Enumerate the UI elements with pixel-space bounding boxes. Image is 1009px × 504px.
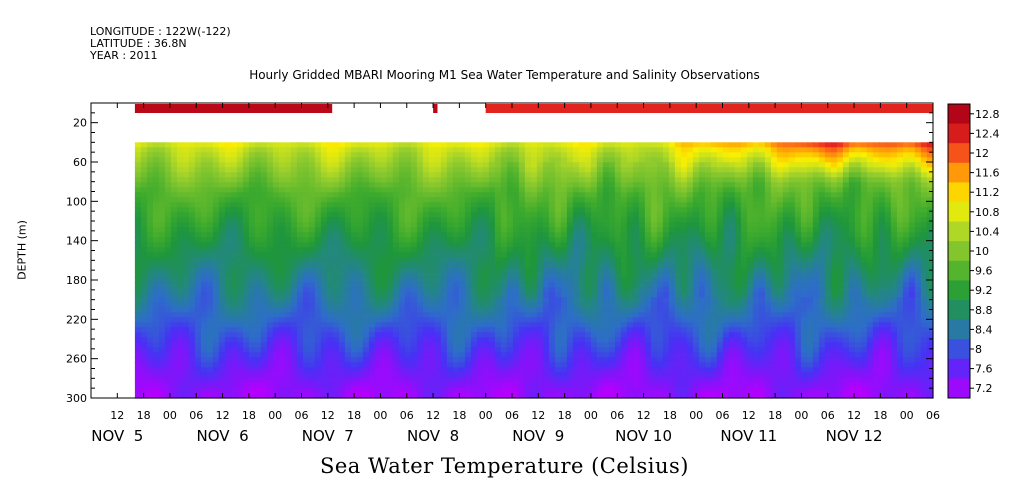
colorbar-swatch — [948, 319, 970, 340]
surface-temperature-band — [134, 104, 933, 113]
x-hour-label: 06 — [400, 409, 414, 422]
x-hour-label: 00 — [479, 409, 493, 422]
colorbar-label: 12.4 — [975, 127, 1000, 140]
colorbar-swatch — [948, 202, 970, 223]
temperature-field — [134, 142, 934, 399]
colorbar-label: 11.2 — [975, 186, 1000, 199]
x-hour-label: 12 — [426, 409, 440, 422]
x-hour-label: 18 — [137, 409, 151, 422]
x-day-label: NOV 8 — [407, 427, 459, 445]
x-hour-label: 18 — [558, 409, 572, 422]
colorbar-label: 7.2 — [975, 382, 993, 395]
x-hour-label: 18 — [873, 409, 887, 422]
colorbar-swatch — [948, 300, 970, 321]
y-tick-label: 140 — [66, 235, 87, 248]
colorbar-label: 9.2 — [975, 284, 993, 297]
y-tick-label: 20 — [73, 117, 87, 130]
x-hour-label: 18 — [452, 409, 466, 422]
x-hour-label: 12 — [531, 409, 545, 422]
x-day-label: NOV 12 — [826, 427, 883, 445]
x-hour-label: 06 — [189, 409, 203, 422]
x-hour-label: 00 — [373, 409, 387, 422]
x-axis-label: Sea Water Temperature (Celsius) — [319, 454, 689, 478]
colorbar-label: 8 — [975, 343, 982, 356]
colorbar-swatch — [948, 143, 970, 164]
x-hour-label: 18 — [663, 409, 677, 422]
surface-segment — [134, 104, 333, 113]
latitude-label: LATITUDE : 36.8N — [90, 37, 187, 50]
x-hour-label: 06 — [295, 409, 309, 422]
colorbar-swatch — [948, 182, 970, 203]
x-hour-label: 12 — [110, 409, 124, 422]
y-tick-label: 180 — [66, 274, 87, 287]
y-tick-label: 300 — [66, 392, 87, 405]
x-day-label: NOV 7 — [302, 427, 354, 445]
x-hour-label: 12 — [742, 409, 756, 422]
colorbar-swatch — [948, 260, 970, 281]
x-hour-label: 06 — [505, 409, 519, 422]
x-hour-label: 12 — [637, 409, 651, 422]
colorbar-label: 12.8 — [975, 108, 1000, 121]
colorbar: 12.8 12.4 12 11.6 11.2 10.8 10.4 10 9.6 9.2 8.8 8.4… — [947, 103, 1000, 399]
x-hour-label: 00 — [268, 409, 282, 422]
colorbar-label: 9.6 — [975, 265, 993, 278]
y-tick-label: 260 — [66, 353, 87, 366]
x-hour-label: 00 — [584, 409, 598, 422]
colorbar-swatch — [948, 358, 970, 379]
year-label: YEAR : 2011 — [90, 49, 158, 62]
x-day-label: NOV 6 — [197, 427, 249, 445]
x-day-label: NOV 9 — [512, 427, 564, 445]
colorbar-swatch — [948, 280, 970, 301]
x-hour-label: 06 — [926, 409, 940, 422]
longitude-label: LONGITUDE : 122W(-122) — [90, 25, 231, 38]
y-tick-label: 100 — [66, 195, 87, 208]
colorbar-label: 11.6 — [975, 167, 1000, 180]
y-tick-label: 60 — [73, 156, 87, 169]
colorbar-swatch — [948, 162, 970, 183]
colorbar-swatch — [948, 221, 970, 242]
colorbar-label: 8.4 — [975, 323, 993, 336]
colorbar-swatch — [948, 378, 970, 399]
x-hour-label: 00 — [163, 409, 177, 422]
x-axis: 12 18 00 06 12 18 00 06 12 18 00 06 12 18 00 06 12 18 00 06… — [90, 103, 940, 445]
x-hour-label: 18 — [768, 409, 782, 422]
colorbar-label: 7.6 — [975, 363, 993, 376]
x-day-label: NOV 10 — [615, 427, 672, 445]
chart-title: Hourly Gridded MBARI Mooring M1 Sea Wate… — [249, 68, 760, 82]
colorbar-label: 10.8 — [975, 206, 1000, 219]
colorbar-swatch — [948, 123, 970, 144]
colorbar-swatch — [948, 339, 970, 360]
surface-segment — [485, 104, 933, 113]
x-hour-label: 06 — [821, 409, 835, 422]
y-axis: 20 60 100 140 180 220 260 300 — [66, 102, 933, 405]
x-hour-label: 12 — [847, 409, 861, 422]
x-day-label: NOV 5 — [91, 427, 143, 445]
x-hour-label: 06 — [610, 409, 624, 422]
y-tick-label: 220 — [66, 313, 87, 326]
x-hour-label: 18 — [347, 409, 361, 422]
colorbar-label: 12 — [975, 147, 989, 160]
x-hour-label: 12 — [321, 409, 335, 422]
colorbar-label: 10.4 — [975, 225, 1000, 238]
colorbar-swatch — [948, 241, 970, 262]
x-hour-label: 00 — [900, 409, 914, 422]
colorbar-label: 10 — [975, 245, 989, 258]
colorbar-label: 8.8 — [975, 304, 993, 317]
x-hour-label: 00 — [689, 409, 703, 422]
x-day-label: NOV 11 — [720, 427, 777, 445]
x-hour-label: 18 — [242, 409, 256, 422]
x-hour-label: 12 — [216, 409, 230, 422]
colorbar-swatch — [948, 104, 970, 125]
x-hour-label: 00 — [794, 409, 808, 422]
surface-segment — [433, 104, 438, 113]
x-hour-label: 06 — [716, 409, 730, 422]
